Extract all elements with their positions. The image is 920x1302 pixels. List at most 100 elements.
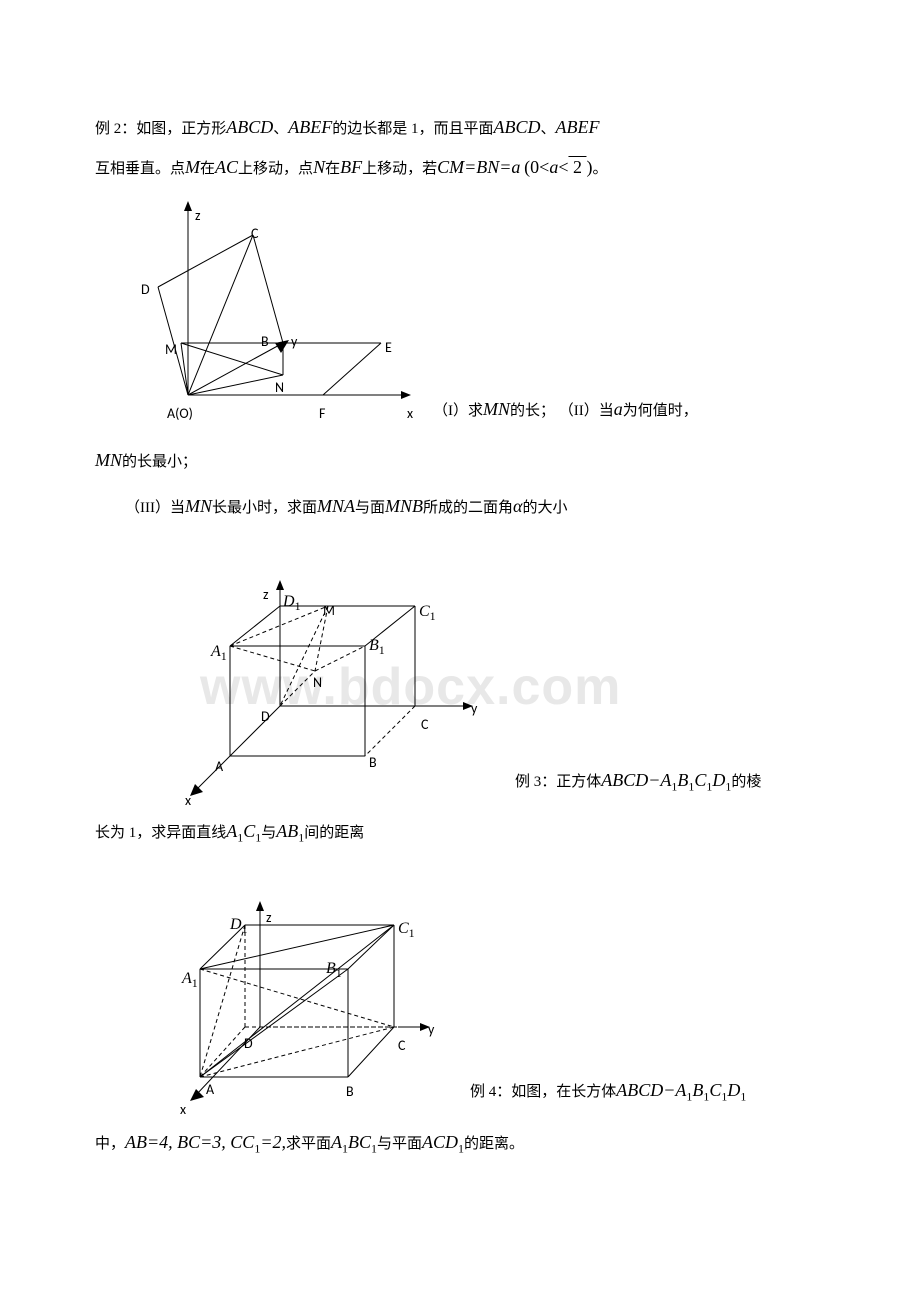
ex2-range: (0<a< 2 )	[524, 157, 592, 177]
ex2-eq: CM=BN=a	[437, 157, 520, 177]
example-2-para2: 互相垂直。点M在AC上移动，点N在BF上移动，若CM=BN=a (0<a< 2 …	[95, 148, 825, 188]
ex2-abcd: ABCD	[226, 117, 273, 137]
q3c: 与面	[355, 500, 385, 516]
figure-3: D1 z C1 A1 B1 D C y A B x	[150, 897, 470, 1117]
ex3-text: 例 3：正方体ABCD−A1B1C1D1的棱	[515, 761, 825, 807]
lbl-D: D	[141, 275, 150, 306]
f2-C: C	[421, 710, 428, 741]
f2-B: B	[369, 748, 377, 779]
ex4-cube: ABCD−A1B1C1D1	[616, 1080, 746, 1100]
example-2-para1: 例 2：如图，正方形ABCD、ABEF的边长都是 1，而且平面ABCD、ABEF	[95, 108, 825, 148]
ex2-q3: （III）当MN长最小时，求面MNA与面MNB所成的二面角α的大小	[95, 487, 825, 527]
ex3-A1C1: A1C1	[226, 821, 261, 841]
q1a: （I）求	[433, 403, 483, 419]
f2-z: z	[263, 580, 269, 611]
sep: 、	[273, 121, 288, 137]
q1b: 的长； （II）当	[510, 403, 614, 419]
f3-C1: C1	[398, 911, 415, 947]
ex3-a: 例 3：正方体	[515, 774, 601, 790]
f2-x: x	[185, 786, 191, 817]
f2-A: A	[215, 752, 223, 783]
ex3-cube: ABCD−A1B1C1D1	[601, 770, 731, 790]
lbl-x: x	[407, 399, 413, 430]
f2-B1: B1	[369, 628, 385, 664]
q3e: 的大小	[523, 500, 568, 516]
ex2-AC: AC	[215, 157, 238, 177]
ex4-a: 例 4：如图，在长方体	[470, 1084, 616, 1100]
f3-z: z	[266, 903, 272, 934]
f2-C1: C1	[419, 594, 436, 630]
ex2-t5: 上移动，点	[238, 161, 313, 177]
figure-2: z D1 M C1 A1 B1 N D C y A B x	[155, 576, 515, 806]
ex4-l2c: 的距离。	[464, 1136, 524, 1152]
ex2-abef: ABEF	[288, 117, 332, 137]
f2-N: N	[313, 668, 322, 699]
f3-C: C	[398, 1031, 405, 1062]
ex2-q2: MN的长最小；	[95, 441, 825, 481]
ex2-period: 。	[592, 161, 607, 177]
lbl-B: B	[261, 327, 269, 358]
f2-D1: D1	[283, 584, 301, 620]
ex4-l2a: 中，	[95, 1136, 125, 1152]
ex3-b: 的棱	[731, 774, 761, 790]
ex3-l2a: 长为 1，求异面直线	[95, 825, 226, 841]
f2-M: M	[323, 596, 335, 627]
f3-D: D	[244, 1029, 253, 1060]
figure-2-svg	[155, 576, 515, 806]
ex4-line2: 中，AB=4, BC=3, CC1=2,求平面A1BC1与平面ACD1的距离。	[95, 1123, 825, 1163]
q1-a: a	[614, 399, 623, 419]
q3-MN: MN	[185, 496, 212, 516]
ex2-t4: 在	[200, 161, 215, 177]
q2-t: 的长最小；	[122, 454, 197, 470]
ex3-line2: 长为 1，求异面直线A1C1与AB1间的距离	[95, 812, 825, 852]
ex2-text: 例 2：如图，正方形	[95, 121, 226, 137]
ex3-with: 与	[261, 825, 276, 841]
ex4-dims: AB=4, BC=3, CC1=2,	[125, 1132, 286, 1152]
ex4-text: 例 4：如图，在长方体ABCD−A1B1C1D1	[470, 1071, 825, 1117]
f3-B: B	[346, 1077, 354, 1108]
figure-3-svg	[150, 897, 470, 1117]
q3-alpha: α	[513, 496, 522, 516]
ex2-t7: 上移动，若	[362, 161, 437, 177]
figure-3-row: D1 z C1 A1 B1 D C y A B x 例 4：如图，在长方体ABC…	[95, 897, 825, 1117]
ex4-with: 与平面	[377, 1136, 422, 1152]
q1c: 为何值时，	[623, 403, 698, 419]
sep2: 、	[541, 121, 556, 137]
lbl-y: y	[291, 327, 297, 358]
figure-1: z C D B y E M N A(O) F x	[123, 195, 433, 435]
f2-D: D	[261, 702, 270, 733]
ex2-q1: （I）求MN的长； （II）当a为何值时，	[433, 390, 825, 436]
f2-y: y	[471, 694, 477, 725]
ex4-ACD1: ACD1	[422, 1132, 464, 1152]
lbl-E: E	[385, 333, 392, 364]
lbl-C: C	[251, 219, 258, 250]
lbl-N: N	[275, 373, 284, 404]
q3-MNA: MNA	[317, 496, 355, 516]
figure-1-row: z C D B y E M N A(O) F x （I）求MN的长； （II）当…	[95, 187, 825, 435]
q3a: （III）当	[125, 500, 185, 516]
figure-2-row: z D1 M C1 A1 B1 N D C y A B x 例 3：正方体ABC…	[95, 576, 825, 806]
q3b: 长最小时，求面	[212, 500, 317, 516]
ex2-abcd2: ABCD	[494, 117, 541, 137]
f3-A: A	[206, 1075, 214, 1106]
ex2-text2: 的边长都是 1，而且平面	[332, 121, 493, 137]
f3-D1: D1	[230, 907, 248, 943]
ex2-abef2: ABEF	[556, 117, 600, 137]
ex2-N: N	[313, 157, 325, 177]
lbl-z: z	[195, 201, 201, 232]
ex3-l2b: 间的距离	[304, 825, 364, 841]
lbl-M: M	[165, 335, 177, 366]
ex3-AB1: AB1	[276, 821, 304, 841]
f2-A1: A1	[211, 634, 227, 670]
lbl-F: F	[319, 399, 325, 430]
ex4-l2b: 求平面	[286, 1136, 331, 1152]
f3-x: x	[180, 1095, 186, 1126]
f3-B1: B1	[326, 951, 342, 987]
q3d: 所成的二面角	[423, 500, 513, 516]
ex2-BF: BF	[340, 157, 362, 177]
ex2-t6: 在	[325, 161, 340, 177]
f3-y: y	[428, 1015, 434, 1046]
ex4-A1BC1: A1BC1	[331, 1132, 377, 1152]
q3-MNB: MNB	[385, 496, 423, 516]
ex2-M: M	[185, 157, 200, 177]
